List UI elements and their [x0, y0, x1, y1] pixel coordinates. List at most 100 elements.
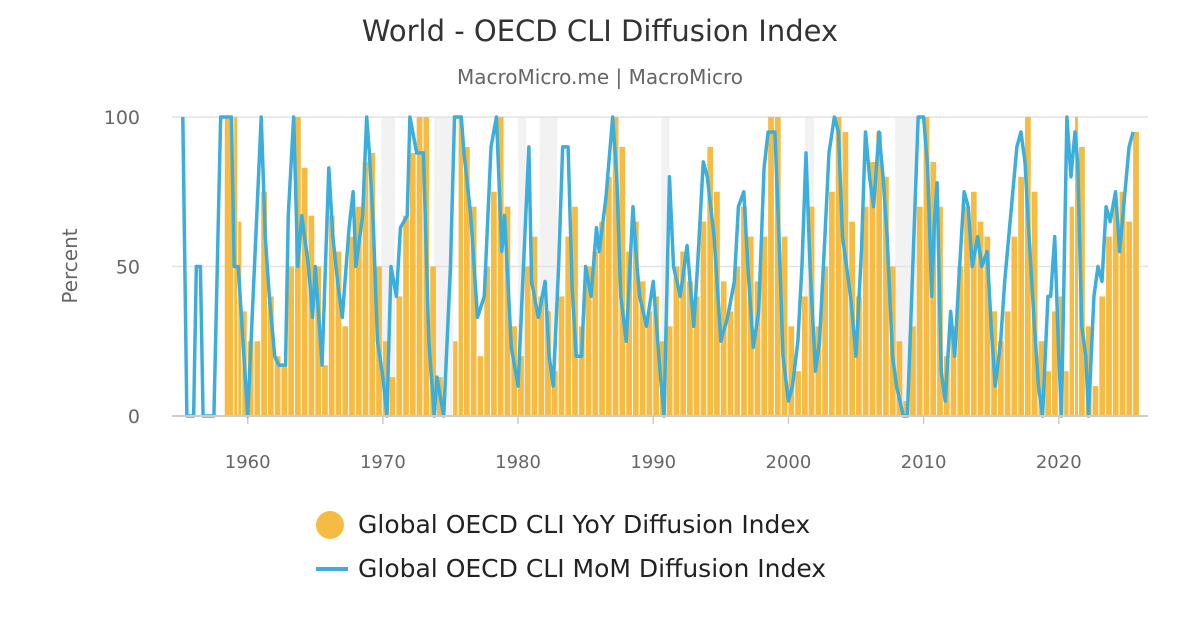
yoy-bar [301, 167, 308, 416]
yoy-bar [484, 266, 491, 416]
yoy-bar [1119, 191, 1126, 416]
yoy-bar [1106, 236, 1112, 416]
x-tick-label: 2000 [766, 452, 812, 473]
yoy-bar [964, 206, 970, 416]
yoy-bar [822, 266, 828, 416]
yoy-bar [531, 236, 538, 416]
yoy-bar [1112, 206, 1119, 416]
yoy-bar [545, 311, 551, 416]
yoy-bar [605, 176, 612, 416]
yoy-bar [409, 152, 416, 416]
yoy-bar [463, 146, 470, 416]
legend-mom-marker [316, 566, 348, 571]
yoy-bar [458, 117, 463, 416]
yoy-bar [274, 356, 281, 416]
yoy-bar [599, 221, 605, 416]
yoy-bar [707, 146, 714, 416]
yoy-bar [261, 191, 267, 416]
yoy-bar [281, 365, 288, 416]
yoy-bar [1069, 206, 1075, 416]
x-tick-label: 2010 [901, 452, 947, 473]
chart-subtitle: MacroMicro.me | MacroMicro [457, 65, 743, 89]
yoy-bar [342, 326, 349, 416]
legend-item-mom[interactable]: Global OECD CLI MoM Diffusion Index [316, 554, 826, 583]
legend-yoy-marker [316, 510, 344, 539]
yoy-bar [1126, 221, 1133, 416]
mom-line [181, 115, 1135, 418]
yoy-bar [997, 341, 1004, 416]
yoy-bar [842, 131, 849, 416]
yoy-bar [1018, 176, 1024, 416]
yoy-bar [224, 117, 234, 416]
yoy-bar [470, 206, 477, 416]
yoy-bar [660, 341, 666, 416]
yoy-bar [453, 341, 458, 416]
yoy-bar [700, 221, 707, 416]
chart-title: World - OECD CLI Diffusion Index [361, 14, 839, 48]
yoy-bar [977, 221, 984, 416]
yoy-bar [585, 266, 592, 416]
yoy-bar [504, 206, 511, 416]
yoy-bar [578, 326, 585, 416]
yoy-bar [626, 251, 632, 416]
yoy-bar [646, 311, 653, 416]
legend-yoy-label: Global OECD CLI YoY Diffusion Index [358, 510, 811, 539]
yoy-bar [856, 296, 862, 416]
x-tick-label: 1960 [225, 452, 271, 473]
yoy-bar [518, 356, 524, 416]
yoy-bar [254, 341, 261, 416]
yoy-bar [1052, 311, 1058, 416]
yoy-bar [558, 296, 565, 416]
yoy-bar [551, 371, 558, 416]
yoy-bar [1064, 371, 1069, 416]
yoy-bar [477, 356, 484, 416]
legend-mom-label: Global OECD CLI MoM Diffusion Index [358, 554, 827, 583]
yoy-bar [876, 131, 883, 416]
yoy-bar [754, 281, 761, 416]
yoy-bar [916, 206, 923, 416]
yoy-bar [781, 236, 788, 416]
yoy-bar [984, 236, 991, 416]
yoy-bar [1004, 311, 1011, 416]
yoy-bar [396, 296, 403, 416]
yoy-bar [1011, 236, 1018, 416]
yoy-bar [734, 266, 741, 416]
yoy-bar [720, 281, 727, 416]
yoy-bar [1085, 326, 1092, 416]
yoy-bar [957, 266, 964, 416]
yoy-bar [910, 326, 916, 416]
yoy-bar [801, 296, 808, 416]
yoy-bar [1045, 371, 1052, 416]
yoy-bar [653, 296, 659, 416]
x-tick-label: 2020 [1036, 452, 1082, 473]
yoy-bar [1133, 131, 1139, 416]
yoy-bar [828, 191, 835, 416]
y-tick-label: 0 [128, 406, 140, 428]
yoy-bar [1092, 386, 1099, 416]
yoy-bar [355, 206, 362, 416]
yoy-bar [497, 117, 504, 416]
yoy-bar [1024, 117, 1031, 416]
yoy-bar [693, 296, 700, 416]
yoy-bar [592, 251, 599, 416]
yoy-bar [403, 215, 409, 416]
yoy-bar [322, 365, 328, 416]
yoy-bar [389, 377, 396, 416]
yoy-bar [680, 251, 687, 416]
yoy-bar [727, 311, 734, 416]
x-tick-label: 1980 [495, 452, 541, 473]
yoy-bar [896, 341, 903, 416]
yoy-bar [491, 191, 497, 416]
yoy-bar [923, 117, 930, 416]
yoy-bar [538, 296, 545, 416]
yoy-bar [761, 236, 768, 416]
yoy-bar [1099, 296, 1106, 416]
yoy-bar [950, 326, 957, 416]
yoy-bar [768, 117, 774, 416]
x-tick-label: 1990 [630, 452, 676, 473]
legend-item-yoy[interactable]: Global OECD CLI YoY Diffusion Index [316, 510, 810, 539]
y-tick-label: 100 [104, 107, 140, 129]
yoy-bar [862, 206, 869, 416]
yoy-bar [362, 161, 369, 416]
